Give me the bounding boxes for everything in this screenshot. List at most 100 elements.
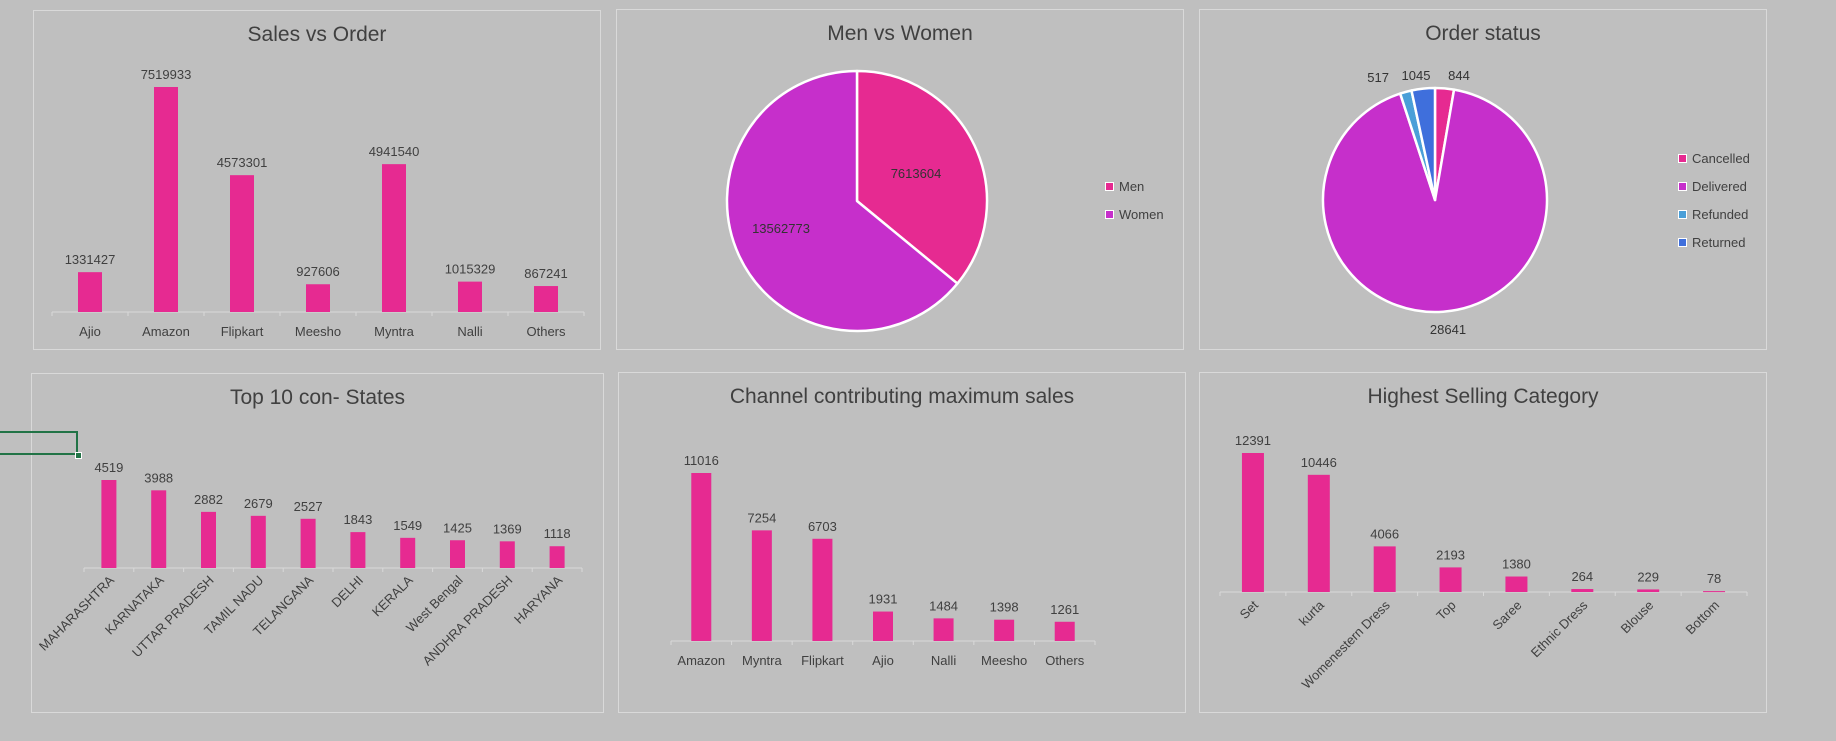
data-label: 1118 (544, 526, 571, 541)
bar (1571, 589, 1594, 592)
data-label: 2527 (294, 499, 323, 514)
bar (691, 473, 712, 641)
legend-swatch (1678, 237, 1687, 247)
legend-swatch (1678, 209, 1687, 219)
legend-swatch (1678, 181, 1687, 191)
bar (933, 618, 954, 641)
chart-title: Men vs Women (827, 22, 973, 45)
legend-item-returned: Returned (1678, 228, 1750, 256)
x-tick-label: KERALA (369, 572, 416, 619)
data-label: 2679 (244, 496, 273, 511)
bar (1054, 621, 1075, 641)
data-label: 867241 (524, 266, 567, 281)
legend-label: Refunded (1692, 206, 1749, 222)
data-label: 7613604 (891, 166, 942, 181)
x-tick-label: Amazon (142, 324, 190, 339)
x-tick-label: Amazon (677, 653, 725, 668)
bar (1637, 589, 1660, 592)
legend-swatch (1105, 209, 1114, 219)
legend-item-refunded: Refunded (1678, 200, 1750, 228)
data-label: 3988 (144, 470, 173, 485)
legend-label: Cancelled (1692, 150, 1750, 166)
legend-item-men: Men (1105, 172, 1164, 200)
x-tick-label: Bottom (1682, 598, 1722, 638)
data-label: 1484 (929, 598, 958, 613)
legend-label: Men (1119, 178, 1145, 194)
pie-slice (1410, 86, 1437, 202)
data-label: 1331427 (65, 252, 116, 267)
bar (1505, 576, 1528, 592)
selected-cell[interactable] (0, 431, 78, 455)
men-vs-women-chart[interactable]: Men vs Women 7613604 13562773 Men Women (616, 9, 1184, 350)
x-tick-label: Top (1433, 598, 1458, 623)
bar (873, 611, 893, 641)
fill-handle[interactable] (75, 452, 82, 459)
data-label: 1261 (1050, 602, 1079, 617)
bar (812, 538, 833, 641)
data-label: 1045 (1402, 68, 1431, 83)
bar (549, 546, 565, 568)
legend-swatch (1105, 181, 1114, 191)
x-tick-label: Nalli (457, 324, 482, 339)
data-label: 1931 (869, 592, 898, 607)
order-status-plot: 844 28641 517 1045 (1321, 68, 1549, 337)
data-label: 1380 (1502, 557, 1531, 572)
x-tick-label: DELHI (328, 573, 366, 611)
data-label: 1425 (443, 520, 472, 535)
bar (230, 175, 254, 312)
data-label: 78 (1707, 571, 1721, 586)
bar (499, 541, 515, 568)
data-label: 4066 (1370, 526, 1399, 541)
data-label: 1369 (493, 521, 522, 536)
bar (751, 530, 772, 641)
x-tick-label: Blouse (1618, 598, 1657, 637)
data-label: 1549 (393, 518, 422, 533)
bar (306, 284, 330, 312)
channel-max-sales-chart[interactable]: Channel contributing maximum sales 11016… (618, 372, 1186, 713)
data-label: 844 (1448, 68, 1470, 83)
chart-title: Order status (1425, 22, 1541, 45)
channel-max-sales-plot: 11016 Amazon 7254 Myntra 6703 Flipkart 1931 Aji… (670, 453, 1096, 668)
data-label: 10446 (1301, 455, 1337, 470)
x-tick-label: Set (1237, 597, 1262, 622)
x-tick-label: Others (526, 324, 566, 339)
x-tick-label: kurta (1296, 597, 1328, 629)
data-label: 927606 (296, 264, 339, 279)
chart-title: Highest Selling Category (1367, 385, 1599, 408)
data-label: 264 (1571, 569, 1593, 584)
data-label: 2882 (194, 492, 223, 507)
bar (300, 518, 316, 568)
bar (201, 511, 216, 568)
x-tick-label: Flipkart (221, 324, 264, 339)
x-tick-label: HARYANA (511, 572, 565, 626)
chart-legend: Cancelled Delivered Refunded Returned (1678, 144, 1750, 256)
x-tick-label: ANDHRA PRADESH (420, 573, 516, 669)
legend-label: Returned (1692, 234, 1746, 250)
x-tick-label: Ajio (872, 653, 894, 668)
x-tick-label: Myntra (374, 324, 415, 339)
data-label: 1398 (990, 600, 1019, 615)
highest-selling-category-chart[interactable]: Highest Selling Category 12391 Set 10446 ku… (1199, 372, 1767, 713)
bar (151, 490, 167, 568)
x-tick-label: Meesho (295, 324, 341, 339)
chart-title: Top 10 con- States (229, 386, 406, 409)
data-label: 4573301 (217, 155, 268, 170)
bar (382, 164, 406, 312)
bar (350, 532, 366, 568)
top-states-chart[interactable]: Top 10 con- States 4519 MAHARASHTRA 3988 KA… (31, 373, 604, 713)
x-tick-label: Saree (1489, 598, 1524, 633)
data-label: 12391 (1235, 433, 1271, 448)
x-tick-label: MAHARASHTRA (36, 572, 117, 653)
sales-vs-order-chart[interactable]: Sales vs Order 1331427 Ajio 7519933 Amazon 4… (33, 10, 601, 350)
order-status-chart[interactable]: Order status 844 28641 517 1045 Cancelled D… (1199, 9, 1767, 350)
bar (1703, 591, 1726, 593)
legend-label: Women (1119, 206, 1164, 222)
chart-title: Channel contributing maximum sales (729, 385, 1075, 408)
data-label: 4941540 (369, 144, 420, 159)
bar (250, 515, 266, 568)
data-label: 2193 (1436, 547, 1465, 562)
bar (534, 286, 558, 312)
legend-swatch (1678, 153, 1687, 163)
x-tick-label: Ethnic Dress (1528, 597, 1591, 660)
